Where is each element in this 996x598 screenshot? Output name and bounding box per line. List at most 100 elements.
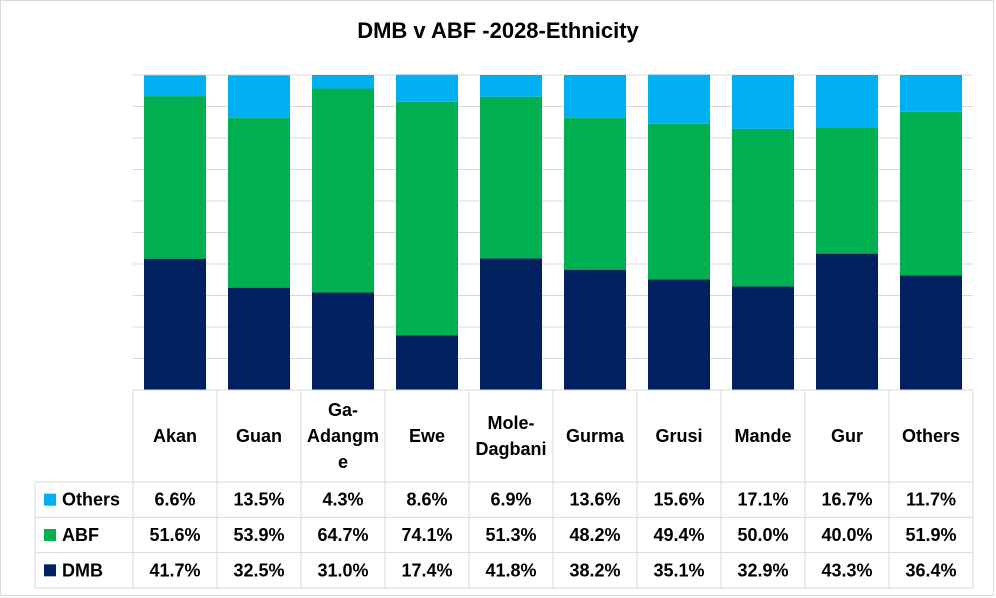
category-label-ewe: Ewe (409, 426, 445, 446)
bar-abf-grusi (648, 123, 710, 280)
chart-title: DMB v ABF -2028-Ethnicity (357, 18, 639, 43)
category-label-line: Grusi (655, 426, 702, 446)
category-label-mole-dagbani: Mole- Dagbani (475, 413, 546, 459)
category-label-line: Ewe (409, 426, 445, 446)
legend-key-others (44, 493, 56, 506)
data-label-dmb: 36.4% (905, 560, 956, 580)
category-label-line: Gur (831, 426, 863, 446)
category-label-guan: Guan (236, 426, 282, 446)
category-label-line: Ga- (328, 400, 358, 420)
category-label-gur: Gur (831, 426, 863, 446)
bar-abf-guan (228, 117, 290, 288)
bar-group-akan (144, 75, 206, 390)
data-label-dmb: 35.1% (653, 560, 704, 580)
bar-abf-mole-dagbani (480, 96, 542, 259)
data-label-abf: 51.6% (149, 525, 200, 545)
bar-dmb-others (900, 275, 962, 390)
category-label-others: Others (902, 426, 960, 446)
data-label-others: 15.6% (653, 490, 704, 510)
bar-dmb-gurma (564, 269, 626, 390)
bar-others-others (900, 75, 962, 112)
bar-group-gur (816, 75, 878, 390)
bar-group-ga-adangme (312, 75, 374, 390)
category-label-gurma: Gurma (566, 426, 625, 446)
data-label-others: 17.1% (737, 490, 788, 510)
data-label-others: 13.5% (233, 490, 284, 510)
legend-key-dmb (44, 564, 56, 577)
bar-abf-ewe (396, 101, 458, 336)
legend-label-abf: ABF (62, 525, 99, 545)
category-label-line: Gurma (566, 426, 625, 446)
bar-abf-gur (816, 127, 878, 254)
bar-others-ga-adangme (312, 75, 374, 89)
category-label-line: Others (902, 426, 960, 446)
category-label-line: Mande (734, 426, 791, 446)
data-label-dmb: 31.0% (317, 560, 368, 580)
data-label-others: 6.6% (154, 490, 195, 510)
data-label-others: 11.7% (906, 490, 956, 510)
data-label-dmb: 32.5% (233, 560, 284, 580)
data-label-abf: 40.0% (821, 525, 872, 545)
bar-others-gurma (564, 75, 626, 118)
data-label-dmb: 32.9% (737, 560, 788, 580)
data-label-abf: 48.2% (569, 525, 620, 545)
bar-dmb-mole-dagbani (480, 258, 542, 390)
data-label-abf: 53.9% (233, 525, 284, 545)
bar-others-grusi (648, 74, 710, 124)
bar-dmb-akan (144, 258, 206, 390)
data-label-others: 8.6% (406, 490, 447, 510)
bar-group-mande (732, 75, 794, 390)
category-label-line: Mole- (488, 413, 535, 433)
data-label-others: 13.6% (569, 490, 620, 510)
bar-group-others (900, 75, 962, 390)
bar-dmb-grusi (648, 279, 710, 390)
legend-label-others: Others (62, 490, 120, 510)
bar-group-guan (228, 75, 290, 390)
bar-abf-others (900, 111, 962, 276)
category-label-grusi: Grusi (655, 426, 702, 446)
bar-others-mole-dagbani (480, 75, 542, 97)
bar-abf-ga-adangme (312, 88, 374, 293)
category-label-line: Akan (153, 426, 197, 446)
category-label-line: Dagbani (475, 439, 546, 459)
bar-group-mole-dagbani (480, 75, 542, 390)
category-label-line: e (338, 452, 348, 472)
category-label-akan: Akan (153, 426, 197, 446)
legend-label-dmb: DMB (62, 560, 103, 580)
bars (144, 74, 962, 390)
bar-group-grusi (648, 74, 710, 390)
data-label-others: 16.7% (821, 490, 872, 510)
bar-dmb-guan (228, 287, 290, 390)
data-label-abf: 64.7% (317, 525, 368, 545)
data-label-dmb: 43.3% (821, 560, 872, 580)
data-label-abf: 74.1% (401, 525, 452, 545)
category-label-mande: Mande (734, 426, 791, 446)
bar-abf-gurma (564, 117, 626, 270)
data-label-dmb: 41.7% (149, 560, 200, 580)
data-label-others: 4.3% (322, 490, 363, 510)
bar-dmb-ewe (396, 335, 458, 390)
category-label-line: Guan (236, 426, 282, 446)
bar-group-ewe (396, 74, 458, 390)
bar-others-akan (144, 75, 206, 97)
bar-dmb-mande (732, 286, 794, 390)
bar-others-guan (228, 75, 290, 118)
bar-dmb-ga-adangme (312, 292, 374, 390)
bar-others-gur (816, 75, 878, 128)
data-label-abf: 51.3% (485, 525, 536, 545)
bar-abf-akan (144, 96, 206, 259)
category-label-line: Adangm (307, 426, 379, 446)
category-label-ga-adangme: Ga- Adangm e (307, 400, 379, 472)
data-label-dmb: 41.8% (485, 560, 536, 580)
data-label-dmb: 17.4% (401, 560, 452, 580)
bar-others-mande (732, 75, 794, 129)
data-label-others: 6.9% (490, 490, 531, 510)
bar-others-ewe (396, 74, 458, 102)
data-label-abf: 51.9% (905, 525, 956, 545)
data-label-abf: 50.0% (737, 525, 788, 545)
data-table: Akan Guan Ga- Adangm e Ewe Mole- Dagbani Gurma Gr… (34, 389, 974, 589)
data-label-abf: 49.4% (653, 525, 704, 545)
bar-dmb-gur (816, 253, 878, 390)
